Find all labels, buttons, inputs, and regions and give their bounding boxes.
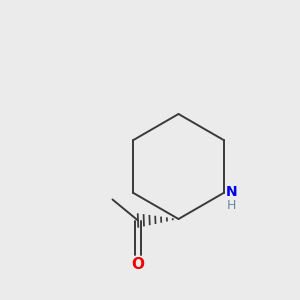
Text: N: N (226, 185, 237, 199)
Text: H: H (227, 199, 236, 212)
Text: O: O (131, 257, 145, 272)
